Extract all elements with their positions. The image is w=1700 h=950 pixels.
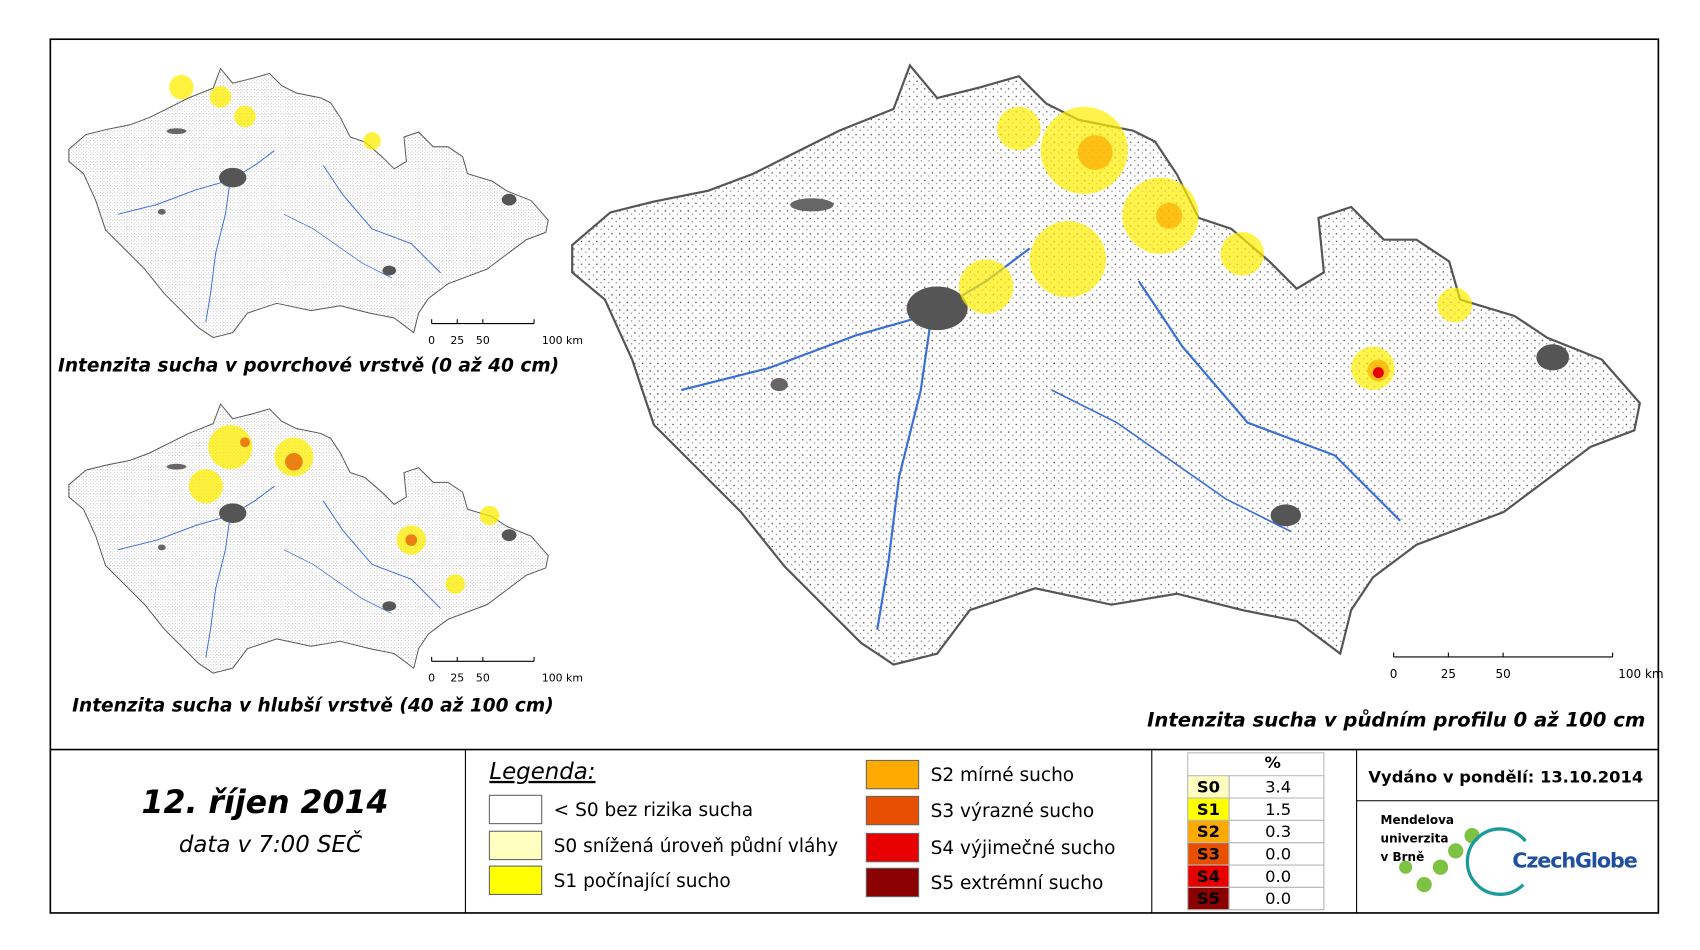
scale-label: 100 km: [1618, 667, 1663, 681]
stats-class: S3: [1197, 844, 1220, 863]
stats-value-cell: [1228, 886, 1325, 911]
scale-label: 50: [1496, 667, 1511, 681]
legend-swatch: [865, 795, 920, 826]
scale-label: 0: [428, 334, 435, 347]
legend-swatch: [865, 832, 920, 863]
czechglobe-logo: CzechGlobe: [1465, 827, 1639, 896]
scale-label: 25: [450, 672, 464, 685]
legend-swatch: [488, 865, 543, 895]
stats-value: 3.4: [1265, 777, 1291, 796]
scale-label: 0: [1390, 667, 1398, 681]
legend-label: S5 extrémní sucho: [931, 873, 1104, 894]
legend-label: < S0 bez rizika sucha: [554, 800, 753, 821]
legend-title: Legenda:: [489, 759, 595, 785]
scale-bars: 0 25 50 100 km 0 25 50 100 km 0 25 50 100 km: [428, 319, 1664, 685]
time: data v 7:00 SEČ: [179, 830, 362, 858]
legend-swatch: [488, 830, 543, 861]
map-deep: [68, 403, 549, 674]
map-caption: Intenzita sucha v hlubší vrstvě (40 až 1…: [72, 695, 554, 716]
stats-value: 0.0: [1265, 867, 1291, 886]
map-surface: [68, 68, 549, 339]
stats-value: 0.0: [1265, 844, 1291, 863]
scale-label: 100 km: [542, 672, 583, 685]
map-caption: Intenzita sucha v půdním profilu 0 až 10…: [1147, 709, 1645, 732]
legend-label: S2 mírné sucho: [931, 765, 1075, 786]
stats-value: 0.3: [1265, 822, 1291, 841]
stats-class: S0: [1197, 777, 1220, 796]
stats-class: S4: [1197, 867, 1220, 886]
scale-label: 25: [450, 334, 464, 347]
scale-label: 25: [1441, 667, 1456, 681]
stats-value: 0.0: [1265, 889, 1291, 908]
date: 12. říjen 2014: [141, 785, 388, 821]
legend-swatch: [865, 759, 920, 790]
legend-swatch: [488, 794, 543, 825]
issued: Vydáno v pondělí: 13.10.2014: [1368, 767, 1643, 786]
stats-table: S0 3.4 S1 1.5 S2 0.3 S3 0.0 S4 0.0 S5 0.0: [1187, 752, 1325, 911]
legend: < S0 bez rizika sucha S0 snížená úroveň p…: [488, 759, 1116, 898]
map-profile: [571, 64, 1641, 666]
legend-label: S1 počínající sucho: [554, 871, 731, 892]
scale-label: 0: [428, 672, 435, 685]
scale-label: 100 km: [542, 334, 583, 347]
logo-text: CzechGlobe: [1512, 849, 1638, 873]
logo-text: univerzita: [1381, 831, 1449, 845]
stats-value: 1.5: [1265, 800, 1291, 819]
stats-class: S2: [1197, 822, 1220, 841]
scale-label: 50: [476, 334, 490, 347]
stats-class: S5: [1197, 889, 1220, 908]
legend-label: S0 snížená úroveň půdní vláhy: [554, 835, 838, 857]
map-caption: Intenzita sucha v povrchové vrstvě (0 až…: [58, 356, 559, 377]
logo-text: v Brně: [1381, 850, 1425, 864]
legend-swatch: [865, 867, 920, 898]
stats-header: %: [1265, 753, 1281, 772]
legend-label: S4 výjimečné sucho: [931, 838, 1116, 859]
scale-label: 50: [476, 672, 490, 685]
legend-label: S3 výrazné sucho: [931, 801, 1095, 822]
stats-class: S1: [1197, 800, 1220, 819]
logo-text: Mendelova: [1381, 813, 1454, 827]
